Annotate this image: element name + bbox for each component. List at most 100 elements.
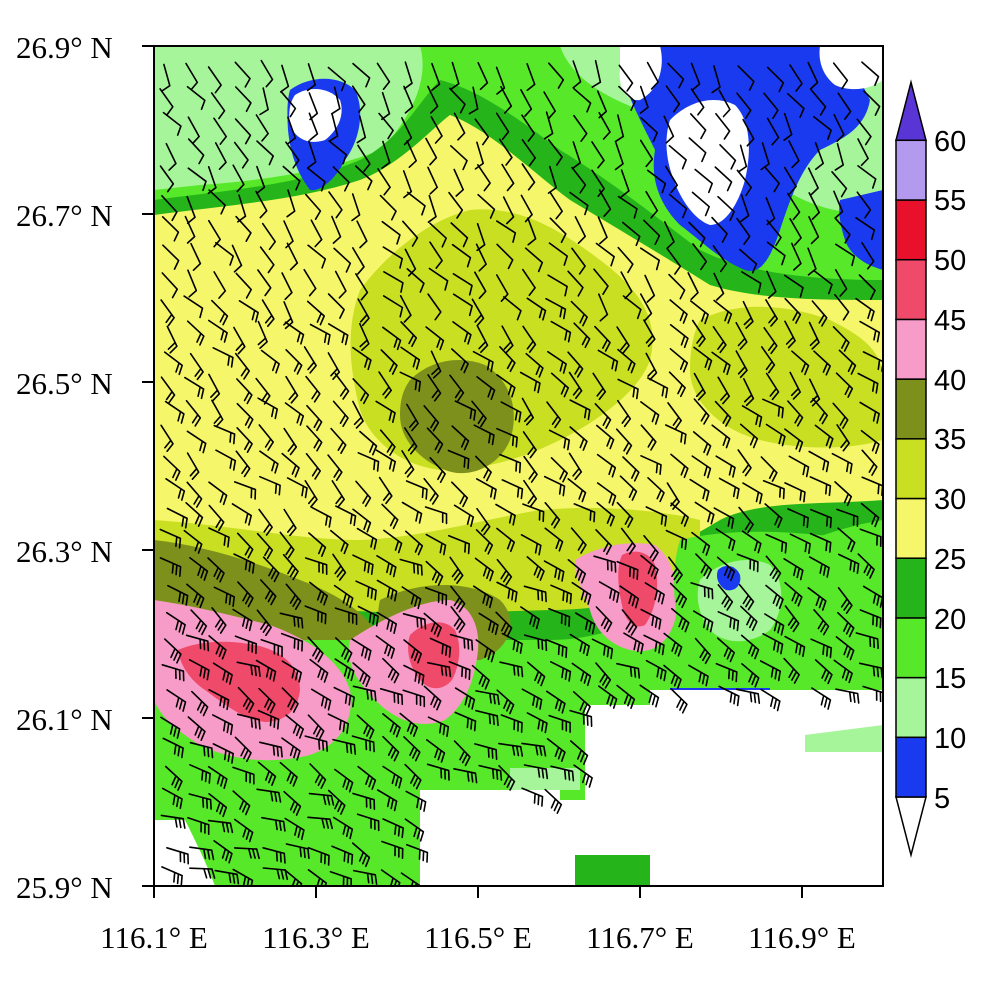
region-red-west: [178, 641, 300, 722]
wind-barb: [760, 688, 781, 712]
wind-barb: [184, 215, 196, 244]
wind-barb: [334, 768, 354, 793]
wind-barb: [359, 430, 378, 456]
wind-barb: [334, 658, 355, 682]
wind-barb: [450, 606, 466, 633]
wind-barb: [286, 189, 296, 218]
wind-barb: [597, 216, 608, 245]
wind-barb: [835, 636, 855, 661]
colorbar-boxes: [895, 79, 927, 858]
wind-barb: [572, 60, 582, 89]
wind-barb: [352, 378, 370, 405]
wind-barb: [595, 662, 612, 689]
wind-barb: [762, 480, 785, 500]
wind-barb: [255, 659, 277, 682]
wind-barb: [760, 456, 778, 482]
colorbar-labels: 5 10 15 20 25 30 35 40 45 50 55 60: [934, 126, 966, 815]
wind-barb: [544, 527, 564, 552]
wind-barb: [160, 299, 175, 327]
wind-barb: [813, 115, 832, 140]
wind-barb: [543, 91, 556, 119]
wind-barb: [498, 138, 513, 166]
wind-barb: [424, 587, 448, 606]
wind-barb: [810, 638, 833, 659]
wind-barb: [765, 555, 782, 582]
region-red-east: [618, 551, 658, 627]
wind-barb: [856, 191, 872, 219]
wind-barb: [713, 272, 725, 301]
wind-barb: [663, 115, 675, 144]
wind-barb: [306, 167, 326, 192]
wind-barb: [496, 689, 515, 715]
wind-barb: [472, 350, 494, 373]
wind-barb: [286, 242, 299, 271]
colorbar-box: [895, 497, 927, 559]
wind-barb: [285, 375, 299, 404]
wind-barb: [571, 166, 587, 194]
wind-barb: [761, 346, 776, 374]
wind-barb: [376, 555, 397, 578]
wind-barb: [862, 685, 883, 703]
wind-barb: [190, 609, 208, 636]
wind-barb: [379, 194, 397, 221]
wind-barb: [309, 763, 327, 789]
wind-barb: [668, 556, 683, 584]
wind-barb: [403, 664, 425, 686]
wind-barb: [788, 140, 800, 169]
wind-barb: [234, 61, 251, 88]
wind-barb: [212, 662, 233, 685]
wind-barb: [357, 144, 371, 173]
wind-barb: [814, 659, 833, 685]
wind-barb: [595, 529, 612, 555]
wind-barb: [284, 817, 305, 841]
wind-barb: [500, 401, 522, 423]
wind-barb: [309, 323, 331, 345]
wind-barb: [431, 62, 441, 91]
lat-labels: 26.9° N 26.7° N 26.5° N 26.3° N 26.1° N …: [16, 30, 113, 905]
wind-barb: [595, 606, 613, 633]
wind-barb: [711, 216, 728, 243]
wind-barb: [281, 272, 293, 301]
wind-barb: [834, 142, 844, 171]
wind-barb: [499, 661, 524, 678]
wind-barb: [281, 737, 301, 761]
wind-barb: [591, 141, 605, 169]
region-white-south: [420, 690, 883, 886]
wind-barb: [256, 140, 274, 166]
wind-barb: [310, 219, 323, 248]
wind-barb: [544, 502, 561, 529]
wind-barb: [477, 164, 491, 192]
wind-barb: [593, 555, 617, 573]
wind-barb: [380, 869, 401, 886]
wind-barb: [404, 818, 425, 842]
wind-barb: [280, 632, 304, 652]
wind-barb: [330, 86, 341, 115]
wind-barb: [304, 480, 318, 508]
wind-barb: [622, 456, 640, 482]
wind-barb: [784, 581, 803, 607]
wind-barb: [449, 633, 474, 651]
wind-barb: [351, 85, 366, 113]
wind-barb: [232, 790, 251, 816]
wind-barb: [307, 816, 333, 830]
wind-barb: [833, 114, 845, 142]
wind-barb: [713, 507, 735, 529]
wind-barb: [498, 742, 524, 757]
wind-barb: [236, 713, 261, 730]
wind-barb: [765, 423, 786, 447]
wind-barb: [715, 113, 731, 140]
wind-barb: [427, 374, 442, 402]
wind-barb: [808, 450, 830, 473]
wind-barb: [329, 870, 352, 886]
wind-barb: [789, 218, 802, 246]
wind-barb: [331, 480, 345, 508]
wind-barb: [715, 455, 736, 478]
wind-barb: [834, 269, 848, 297]
wind-barb: [376, 579, 398, 602]
wind-barb: [835, 243, 856, 267]
wind-barb: [162, 111, 182, 136]
wind-barb: [807, 587, 827, 611]
lat-label: 26.7° N: [16, 198, 113, 233]
wind-barb: [570, 527, 587, 554]
wind-barb: [306, 404, 323, 432]
